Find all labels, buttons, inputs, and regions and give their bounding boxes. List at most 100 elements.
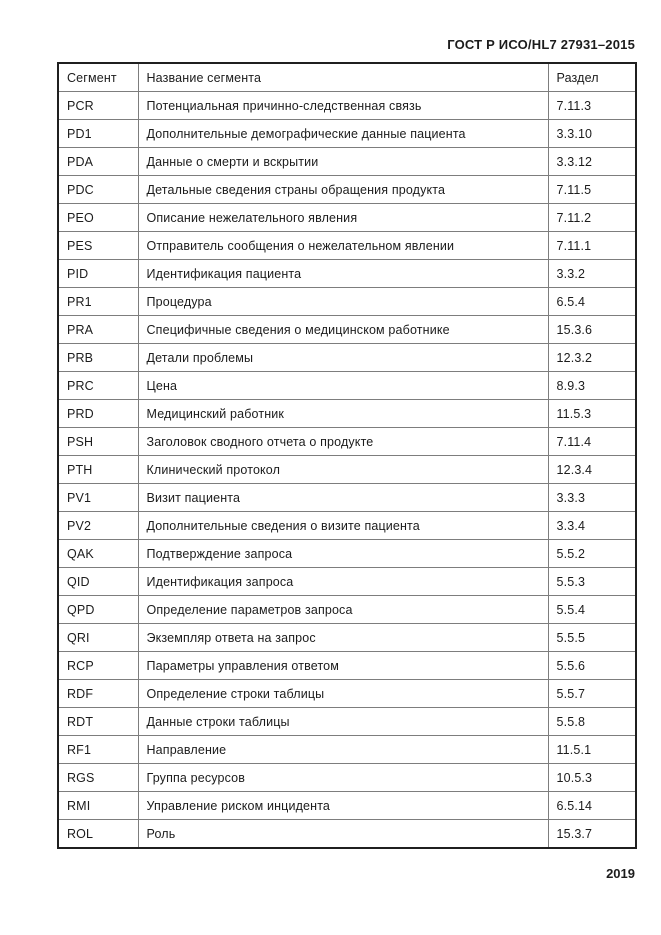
segment-name-cell: Группа ресурсов xyxy=(137,763,549,792)
section-cell: 15.3.6 xyxy=(547,315,637,344)
table-row: PRA Специфичные сведения о медицинском ра… xyxy=(57,315,637,344)
table-row: PR1 Процедура 6.5.4 xyxy=(57,287,637,316)
table-row: RF1 Направление 11.5.1 xyxy=(57,735,637,764)
segment-name-cell: Направление xyxy=(137,735,549,764)
segment-code-cell: PID xyxy=(57,259,139,288)
segment-name-cell: Данные о смерти и вскрытии xyxy=(137,147,549,176)
segment-name-cell: Описание нежелательного явления xyxy=(137,203,549,232)
section-cell: 11.5.1 xyxy=(547,735,637,764)
table-row: PES Отправитель сообщения о нежелательном… xyxy=(57,231,637,260)
segment-name-cell: Идентификация запроса xyxy=(137,567,549,596)
table-row: PEO Описание нежелательного явления 7.11.2 xyxy=(57,203,637,232)
section-cell: 5.5.6 xyxy=(547,651,637,680)
segment-name-cell: Заголовок сводного отчета о продукте xyxy=(137,427,549,456)
segment-name-cell: Дополнительные сведения о визите пациент… xyxy=(137,511,549,540)
segment-name-cell: Потенциальная причинно-следственная связ… xyxy=(137,91,549,120)
section-cell: 3.3.12 xyxy=(547,147,637,176)
section-cell: 3.3.4 xyxy=(547,511,637,540)
segment-name-cell: Подтверждение запроса xyxy=(137,539,549,568)
section-cell: 3.3.3 xyxy=(547,483,637,512)
section-cell: 5.5.2 xyxy=(547,539,637,568)
segment-code-cell: RGS xyxy=(57,763,139,792)
page-number: 2019 xyxy=(606,866,635,881)
segment-name-cell: Детали проблемы xyxy=(137,343,549,372)
segment-code-cell: QRI xyxy=(57,623,139,652)
section-cell: 12.3.4 xyxy=(547,455,637,484)
segment-code-cell: PDC xyxy=(57,175,139,204)
table-row: RDT Данные строки таблицы 5.5.8 xyxy=(57,707,637,736)
column-header-segment: Сегмент xyxy=(57,62,139,92)
table-row: RCP Параметры управления ответом 5.5.6 xyxy=(57,651,637,680)
table-row: PV2 Дополнительные сведения о визите паци… xyxy=(57,511,637,540)
segment-code-cell: RMI xyxy=(57,791,139,820)
table-row: PID Идентификация пациента 3.3.2 xyxy=(57,259,637,288)
column-header-name: Название сегмента xyxy=(137,62,549,92)
table-row: QRI Экземпляр ответа на запрос 5.5.5 xyxy=(57,623,637,652)
table-row: QAK Подтверждение запроса 5.5.2 xyxy=(57,539,637,568)
segment-code-cell: PD1 xyxy=(57,119,139,148)
segment-code-cell: PDA xyxy=(57,147,139,176)
table-row: RGS Группа ресурсов 10.5.3 xyxy=(57,763,637,792)
segment-name-cell: Роль xyxy=(137,819,549,849)
segment-name-cell: Визит пациента xyxy=(137,483,549,512)
segment-code-cell: RDT xyxy=(57,707,139,736)
section-cell: 7.11.4 xyxy=(547,427,637,456)
table-row: PDC Детальные сведения страны обращения п… xyxy=(57,175,637,204)
section-cell: 5.5.8 xyxy=(547,707,637,736)
segment-code-cell: PEO xyxy=(57,203,139,232)
segment-name-cell: Клинический протокол xyxy=(137,455,549,484)
segment-code-cell: QID xyxy=(57,567,139,596)
segment-code-cell: PV1 xyxy=(57,483,139,512)
section-cell: 10.5.3 xyxy=(547,763,637,792)
segment-name-cell: Отправитель сообщения о нежелательном яв… xyxy=(137,231,549,260)
table-row: RMI Управление риском инцидента 6.5.14 xyxy=(57,791,637,820)
segment-name-cell: Процедура xyxy=(137,287,549,316)
table-row: RDF Определение строки таблицы 5.5.7 xyxy=(57,679,637,708)
section-cell: 8.9.3 xyxy=(547,371,637,400)
segment-code-cell: QPD xyxy=(57,595,139,624)
section-cell: 5.5.4 xyxy=(547,595,637,624)
segment-code-cell: PV2 xyxy=(57,511,139,540)
segment-name-cell: Медицинский работник xyxy=(137,399,549,428)
section-cell: 7.11.5 xyxy=(547,175,637,204)
segment-code-cell: PES xyxy=(57,231,139,260)
table-row: PTH Клинический протокол 12.3.4 xyxy=(57,455,637,484)
section-cell: 6.5.14 xyxy=(547,791,637,820)
segment-name-cell: Параметры управления ответом xyxy=(137,651,549,680)
segment-code-cell: PRC xyxy=(57,371,139,400)
section-cell: 11.5.3 xyxy=(547,399,637,428)
segment-name-cell: Экземпляр ответа на запрос xyxy=(137,623,549,652)
table-row: PSH Заголовок сводного отчета о продукте 7… xyxy=(57,427,637,456)
section-cell: 5.5.5 xyxy=(547,623,637,652)
table-row: PRB Детали проблемы 12.3.2 xyxy=(57,343,637,372)
document-header-title: ГОСТ Р ИСО/HL7 27931–2015 xyxy=(447,37,635,52)
section-cell: 7.11.3 xyxy=(547,91,637,120)
segment-code-cell: RF1 xyxy=(57,735,139,764)
segment-code-cell: RCP xyxy=(57,651,139,680)
segment-name-cell: Определение строки таблицы xyxy=(137,679,549,708)
section-cell: 5.5.7 xyxy=(547,679,637,708)
segment-code-cell: QAK xyxy=(57,539,139,568)
table-row: ROL Роль 15.3.7 xyxy=(57,819,637,849)
section-cell: 7.11.1 xyxy=(547,231,637,260)
segment-code-cell: RDF xyxy=(57,679,139,708)
section-cell: 6.5.4 xyxy=(547,287,637,316)
table-row: PDA Данные о смерти и вскрытии 3.3.12 xyxy=(57,147,637,176)
table-row: QID Идентификация запроса 5.5.3 xyxy=(57,567,637,596)
segment-code-cell: PCR xyxy=(57,91,139,120)
table-row: PV1 Визит пациента 3.3.3 xyxy=(57,483,637,512)
section-cell: 15.3.7 xyxy=(547,819,637,849)
segment-code-cell: PRD xyxy=(57,399,139,428)
table-row: PD1 Дополнительные демографические данные… xyxy=(57,119,637,148)
table-row: PCR Потенциальная причинно-следственная с… xyxy=(57,91,637,120)
table-header-row: Сегмент Название сегмента Раздел xyxy=(57,62,637,92)
segment-name-cell: Управление риском инцидента xyxy=(137,791,549,820)
segment-name-cell: Специфичные сведения о медицинском работ… xyxy=(137,315,549,344)
segment-code-cell: ROL xyxy=(57,819,139,849)
column-header-section: Раздел xyxy=(547,62,637,92)
segment-code-cell: PR1 xyxy=(57,287,139,316)
segment-code-cell: PTH xyxy=(57,455,139,484)
table-row: QPD Определение параметров запроса 5.5.4 xyxy=(57,595,637,624)
segment-name-cell: Детальные сведения страны обращения прод… xyxy=(137,175,549,204)
segment-code-cell: PRA xyxy=(57,315,139,344)
